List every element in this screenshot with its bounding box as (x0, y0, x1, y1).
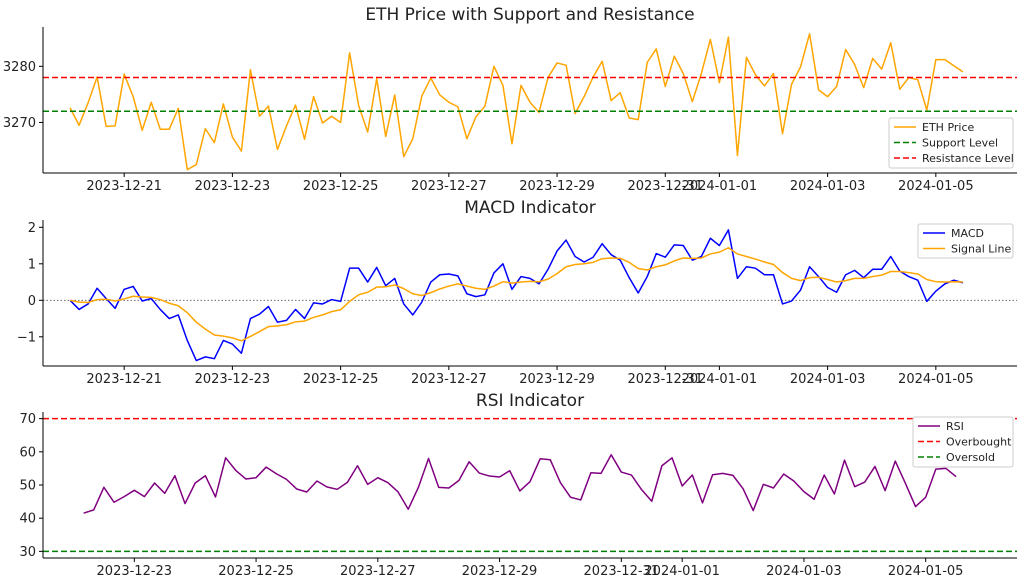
macd-macd-legend-label: MACD (951, 227, 984, 240)
macd-x-tick-label: 2023-12-27 (411, 372, 487, 387)
rsi-x-tick-label: 2023-12-31 (584, 564, 660, 579)
macd-x-tick-label: 2023-12-21 (86, 372, 162, 387)
macd-y-tick-label: 1 (28, 257, 36, 272)
rsi-y-tick-label: 60 (19, 445, 36, 460)
rsi-y-tick-label: 50 (19, 479, 36, 494)
price-resistance-level-legend-label: Resistance Level (922, 152, 1014, 165)
price-x-tick-label: 2024-01-03 (790, 179, 866, 194)
rsi-y-tick-label: 30 (19, 545, 36, 560)
rsi-x-tick-label: 2024-01-05 (888, 564, 964, 579)
rsi-panel: RSI Indicator 30 40 50 60 70 2023-12-23 2023-1… (19, 391, 1017, 579)
macd-signal-line-legend-label: Signal Line (951, 243, 1011, 256)
macd-y-tick-label: −1 (17, 330, 36, 345)
macd-title: MACD Indicator (464, 198, 595, 218)
rsi-x-tick-label: 2023-12-25 (218, 564, 294, 579)
macd-legend: MACD Signal Line (917, 223, 1014, 259)
price-legend: ETH Price Support Level Resistance Level (888, 117, 1014, 169)
macd-x-tick-label: 2023-12-29 (519, 372, 595, 387)
macd-panel: MACD Indicator −1 0 1 2 2023-12-21 2023-12-23… (17, 198, 1017, 387)
price-x-tick-label: 2023-12-31 (627, 179, 703, 194)
rsi-x-tick-label: 2023-12-27 (340, 564, 416, 579)
price-title: ETH Price with Support and Resistance (365, 5, 694, 25)
rsi-rsi-line (83, 454, 957, 514)
rsi-oversold-legend-label: Oversold (946, 451, 995, 464)
price-x-tick-label: 2023-12-25 (303, 179, 379, 194)
macd-x-tick-label: 2023-12-31 (627, 372, 703, 387)
macd-y-tick-label: 2 (28, 221, 36, 236)
price-legend-frame (888, 117, 1014, 169)
rsi-legend-frame (912, 416, 1014, 468)
price-y-tick-label: 3270 (3, 116, 36, 131)
price-y-tick-label: 3280 (3, 60, 36, 75)
price-support-level-legend-label: Support Level (922, 137, 998, 150)
macd-y-tick-label: 0 (28, 294, 36, 309)
price-eth-price-legend-label: ETH Price (922, 121, 975, 134)
rsi-y-tick-label: 70 (19, 412, 36, 427)
macd-x-tick-label: 2024-01-05 (898, 372, 974, 387)
price-panel: ETH Price with Support and Resistance 32… (3, 5, 1017, 194)
rsi-rsi-legend-label: RSI (946, 420, 964, 433)
macd-x-tick-label: 2024-01-03 (790, 372, 866, 387)
price-x-tick-label: 2024-01-05 (898, 179, 974, 194)
rsi-y-tick-label: 40 (19, 512, 36, 527)
macd-macd-line (69, 229, 964, 362)
rsi-legend: RSI Overbought Oversold (912, 416, 1014, 468)
price-x-tick-label: 2023-12-21 (86, 179, 162, 194)
rsi-x-tick-label: 2023-12-29 (462, 564, 538, 579)
price-eth-price-line (69, 32, 964, 171)
price-x-tick-label: 2023-12-27 (411, 179, 487, 194)
rsi-x-tick-label: 2024-01-03 (766, 564, 842, 579)
rsi-x-tick-label: 2024-01-01 (644, 564, 720, 579)
macd-x-tick-label: 2023-12-25 (303, 372, 379, 387)
macd-x-tick-label: 2024-01-01 (682, 372, 758, 387)
price-x-tick-label: 2023-12-29 (519, 179, 595, 194)
rsi-overbought-legend-label: Overbought (946, 436, 1012, 449)
macd-signal-line-line (69, 246, 963, 342)
rsi-title: RSI Indicator (476, 391, 584, 411)
macd-x-tick-label: 2023-12-23 (195, 372, 271, 387)
price-x-tick-label: 2024-01-01 (682, 179, 758, 194)
price-x-tick-label: 2023-12-23 (195, 179, 271, 194)
rsi-x-tick-label: 2023-12-23 (97, 564, 173, 579)
